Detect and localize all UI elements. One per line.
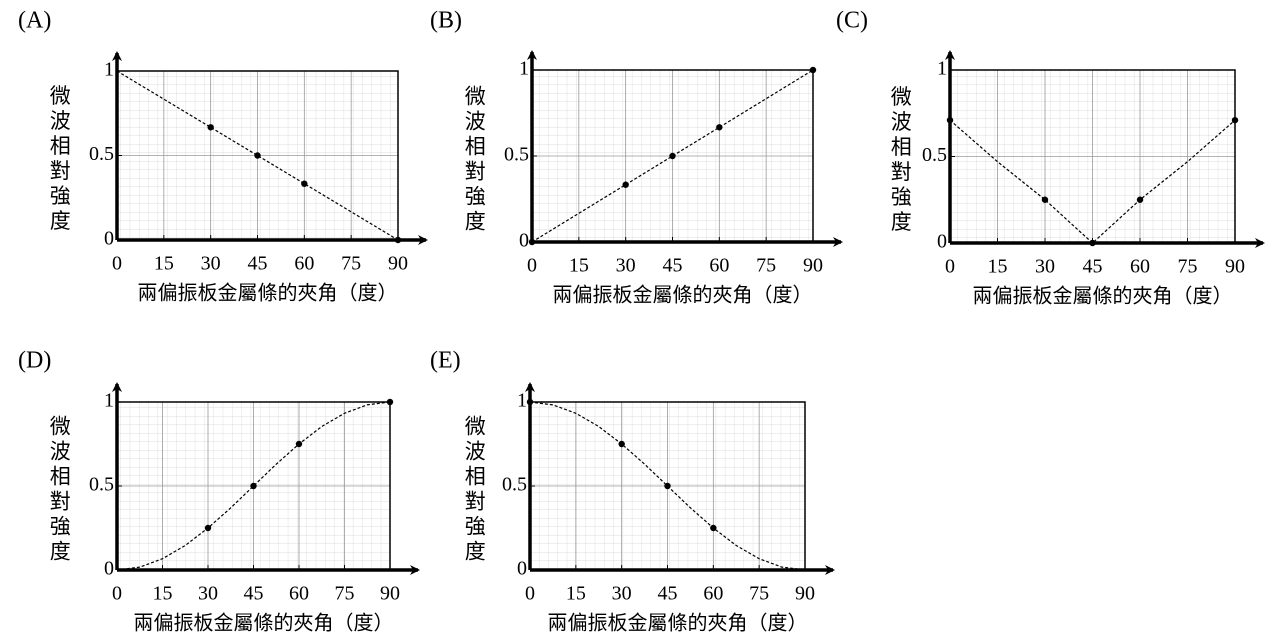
data-point [1041,196,1049,203]
data-point [664,482,671,490]
y-tick-label: 0 [517,558,527,580]
x-tick-label: 90 [803,255,823,277]
x-tick-label: 30 [612,583,632,605]
data-point [1089,239,1096,247]
x-tick-label: 90 [1225,256,1245,278]
panel-label: (B) [430,8,462,34]
x-tick-label: 15 [154,253,174,275]
panel-label: (E) [430,348,461,374]
frame [530,401,806,570]
x-tick-label: 30 [198,583,218,605]
y-axis-label: 微波相對強度 [462,85,486,235]
x-tick-label: 45 [1083,256,1103,278]
data-point [716,124,723,131]
x-tick-label: 0 [945,256,955,278]
data-point [394,236,402,244]
data-point [618,440,625,448]
data-point [1231,116,1239,124]
x-tick-label: 0 [112,253,122,275]
x-tick-label: 15 [988,256,1008,278]
y-axis-label: 微波相對強度 [888,86,912,236]
x-tick-label: 45 [244,583,264,605]
panel-label: (A) [18,8,51,34]
data-point [710,524,717,532]
data-point [386,398,394,406]
x-tick-label: 60 [709,255,729,277]
panel-label: (C) [836,8,868,34]
y-tick-label: 1 [104,59,114,81]
x-tick-label: 75 [341,253,361,275]
y-tick-label: 0.5 [89,143,114,165]
data-point [295,440,303,448]
y-tick-label: 0 [519,230,529,252]
frame [117,70,399,240]
y-tick-label: 0.5 [89,474,114,496]
y-axis-label: 微波相對強度 [47,85,71,235]
data-point [809,66,817,74]
panel-label: (D) [18,348,51,374]
data-point [250,482,257,490]
y-tick-label: 1 [937,58,947,80]
data-point [946,116,954,124]
x-axis-label: 兩偏振板金屬條的夾角（度） [138,282,398,305]
x-tick-label: 75 [1178,256,1198,278]
x-tick-label: 0 [525,583,535,605]
y-tick-label: 0 [104,558,114,580]
x-axis-label: 兩偏振板金屬條的夾角（度） [134,612,394,635]
y-tick-label: 0.5 [504,144,529,166]
x-tick-label: 90 [388,253,408,275]
x-tick-label: 75 [749,583,769,605]
data-point [204,524,212,532]
x-tick-label: 75 [756,255,776,277]
y-tick-label: 0.5 [502,474,527,496]
x-tick-label: 15 [566,583,586,605]
x-tick-label: 60 [294,253,314,275]
y-tick-label: 1 [519,58,529,80]
x-tick-label: 30 [616,255,636,277]
y-tick-label: 0.5 [922,144,947,166]
x-tick-label: 0 [527,255,537,277]
x-tick-label: 45 [663,255,683,277]
x-tick-label: 60 [703,583,723,605]
x-tick-label: 30 [201,253,221,275]
x-axis-label: 兩偏振板金屬條的夾角（度） [973,285,1233,308]
data-point [622,181,629,188]
x-tick-label: 45 [658,583,678,605]
data-point [528,238,536,246]
x-tick-label: 30 [1035,256,1055,278]
data-point [207,124,214,131]
x-tick-label: 15 [569,255,589,277]
y-tick-label: 1 [104,390,114,412]
frame [950,69,1236,243]
data-point [254,152,261,159]
data-point [526,398,534,406]
curve [116,401,391,571]
x-tick-label: 60 [1130,256,1150,278]
data-point [301,180,308,187]
y-axis-label: 微波相對強度 [47,415,71,565]
x-tick-label: 90 [380,583,400,605]
x-axis-label: 兩偏振板金屬條的夾角（度） [553,284,813,307]
x-tick-label: 75 [335,583,355,605]
y-axis-label: 微波相對強度 [462,415,486,565]
x-tick-label: 45 [248,253,268,275]
x-tick-label: 0 [112,583,122,605]
data-point [669,152,676,160]
curve [529,401,806,571]
y-tick-label: 1 [517,390,527,412]
data-point [1136,196,1144,203]
x-tick-label: 60 [289,583,309,605]
x-tick-label: 90 [795,583,815,605]
x-tick-label: 15 [153,583,173,605]
x-axis-label: 兩偏振板金屬條的夾角（度） [548,612,808,635]
y-tick-label: 0 [937,231,947,253]
y-tick-label: 0 [104,228,114,250]
